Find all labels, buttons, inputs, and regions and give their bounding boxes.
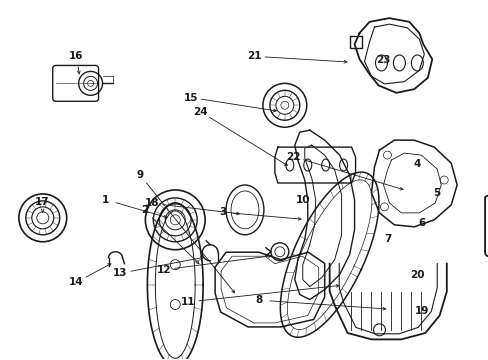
Text: 17: 17	[35, 197, 50, 207]
Text: 14: 14	[69, 277, 83, 287]
Text: 1: 1	[102, 195, 109, 205]
Text: 6: 6	[418, 218, 425, 228]
Text: 22: 22	[285, 152, 300, 162]
Text: 10: 10	[295, 195, 309, 205]
Text: 11: 11	[181, 297, 195, 307]
Text: 2: 2	[141, 206, 148, 216]
Text: 12: 12	[157, 265, 171, 275]
Text: 13: 13	[113, 268, 127, 278]
Text: 5: 5	[432, 188, 440, 198]
Text: 4: 4	[413, 159, 420, 169]
Text: 24: 24	[193, 107, 207, 117]
Text: 21: 21	[246, 51, 261, 61]
Text: 3: 3	[219, 207, 226, 217]
Text: 9: 9	[136, 170, 143, 180]
Text: 23: 23	[375, 55, 390, 65]
Bar	[349, 36, 361, 48]
Text: 20: 20	[409, 270, 424, 280]
Text: 15: 15	[183, 93, 198, 103]
Text: 18: 18	[144, 198, 159, 208]
Text: 7: 7	[384, 234, 391, 244]
Text: 8: 8	[255, 295, 262, 305]
Text: 16: 16	[69, 51, 83, 61]
Text: 19: 19	[414, 306, 428, 316]
